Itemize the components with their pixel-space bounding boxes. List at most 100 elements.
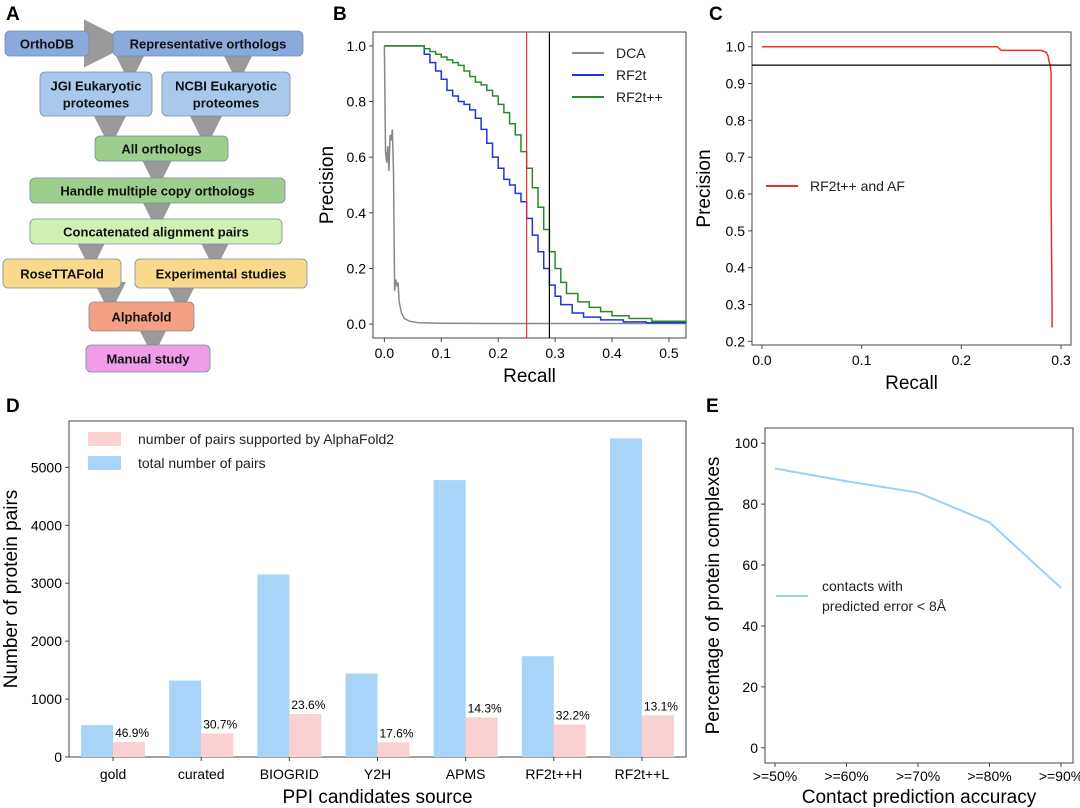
panel-label-b: B [333, 4, 347, 25]
y-tick-label: 2000 [31, 633, 62, 649]
y-tick-label: 0.4 [726, 260, 746, 276]
y-tick-label: 0.2 [347, 260, 367, 276]
x-tick-label: RF2t++H [525, 766, 582, 782]
x-axis-label: Recall [885, 373, 938, 394]
x-tick-label: Y2H [364, 766, 391, 782]
legend-swatch [88, 432, 121, 446]
y-tick-label: 100 [735, 435, 759, 451]
chart-e: 0 20 40 60 80 100 Contact prediction accuracy P… [703, 427, 1080, 808]
bar-data-label: 30.7% [203, 718, 237, 732]
bar-total-rf2t++h [521, 656, 554, 757]
y-tick-label: 0 [750, 740, 758, 756]
x-tick-label: 0.1 [432, 345, 452, 361]
y-tick-label: 60 [742, 557, 758, 573]
flow-node-box [4, 30, 90, 57]
y-tick-label: 5000 [31, 459, 62, 475]
bar-alphafold-rf2t++l [641, 715, 674, 757]
x-tick-label: >=50% [753, 768, 797, 784]
y-tick-label: 20 [742, 679, 758, 695]
y-tick-label: 1.0 [347, 38, 367, 54]
flow-node-label: NCBI Eukaryotic [175, 79, 277, 94]
y-tick-label: 4000 [31, 517, 62, 533]
series-line-dca [383, 45, 686, 325]
legend-label: total number of pairs [138, 455, 266, 471]
y-tick-label: 0.8 [347, 94, 367, 110]
x-tick-label: 0.3 [545, 345, 565, 361]
plot-frame [372, 31, 687, 339]
bar-total-curated [169, 680, 202, 757]
x-tick-label: 0.2 [488, 345, 508, 361]
y-tick-label: 40 [742, 618, 758, 634]
bar-total-rf2t++l [609, 438, 642, 757]
chart-c: 0.2 0.3 0.4 0.5 0.6 0.7 0.8 0.9 1.0 0.0 0.1 0.2 0.3 R… [694, 31, 1072, 394]
x-tick-label: >=60% [824, 768, 868, 784]
y-tick-label: 1.0 [726, 39, 746, 55]
y-tick-label: 0.5 [726, 223, 746, 239]
bar-alphafold-curated [201, 733, 234, 757]
x-axis-label: Contact prediction accuracy [802, 787, 1037, 808]
x-tick-label: >=80% [967, 768, 1011, 784]
flow-node-box [112, 30, 304, 57]
bar-data-label: 23.6% [291, 698, 325, 712]
bar-data-label: 14.3% [468, 701, 502, 715]
flow-node-label: proteomes [193, 96, 259, 111]
flow-node-box [94, 135, 229, 162]
x-tick-label: 0.5 [659, 345, 679, 361]
flow-node-label: Representative orthologs [130, 37, 287, 52]
bar-total-y2h [345, 673, 378, 757]
panel-label-e: E [706, 396, 719, 417]
plot-frame [751, 31, 1072, 346]
flow-node-box [85, 344, 211, 373]
y-axis-label: Percentage of protein complexes [703, 457, 724, 735]
y-tick-label: 0.2 [726, 333, 746, 349]
legend-label: RF2t [616, 67, 646, 83]
y-tick-label: 3000 [31, 575, 62, 591]
flow-node-label: Handle multiple copy orthologs [60, 184, 254, 199]
y-tick-label: 0.6 [347, 149, 367, 165]
x-tick-label: 0.4 [602, 345, 622, 361]
y-axis-label: Precision [317, 146, 338, 224]
x-tick-label: 0.0 [375, 345, 395, 361]
legend-label: number of pairs supported by AlphaFold2 [138, 431, 394, 447]
x-tick-label: 0.2 [952, 352, 972, 368]
bar-total-gold [81, 725, 114, 757]
flow-node-label: OrthoDB [20, 37, 74, 52]
x-tick-label: BIOGRID [260, 766, 319, 782]
flow-node-label: Experimental studies [156, 267, 287, 282]
x-tick-label: RF2t++L [615, 766, 670, 782]
bar-data-label: 46.9% [115, 726, 149, 740]
bar-data-label: 32.2% [556, 709, 590, 723]
y-tick-label: 0.6 [726, 186, 746, 202]
x-tick-label: 0.1 [852, 352, 872, 368]
y-tick-label: 80 [742, 496, 758, 512]
legend-label: RF2t++ and AF [810, 178, 905, 194]
bar-alphafold-gold [113, 742, 146, 757]
flow-node-label: JGI Eukaryotic [50, 79, 141, 94]
flow-node-label: proteomes [63, 96, 129, 111]
x-tick-label: gold [100, 766, 126, 782]
panel-label-a: A [6, 4, 20, 25]
bar-alphafold-rf2t++h [553, 724, 586, 757]
x-tick-label: >=70% [896, 768, 940, 784]
chart-b: 0.0 0.2 0.4 0.6 0.8 1.0 0.0 0.1 0.2 0.3 0.4 0.5 Reca… [317, 31, 687, 387]
series-line-rf2t [384, 45, 687, 324]
x-tick-label: >=90% [1039, 768, 1080, 784]
bar-alphafold-apms [465, 717, 498, 757]
flow-node-label: All orthologs [121, 142, 201, 157]
series-line-contacts [774, 467, 1062, 589]
x-axis-label: PPI candidates source [282, 787, 472, 808]
y-tick-label: 0.0 [347, 316, 367, 332]
series-line-rf2t++ [384, 45, 687, 323]
y-tick-label: 0 [54, 749, 62, 765]
legend-label: DCA [616, 45, 646, 61]
legend-label: predicted error < 8Å [822, 598, 947, 614]
y-tick-label: 0.9 [726, 76, 746, 92]
flow-node-label: Alphafold [112, 310, 172, 325]
x-tick-label: APMS [446, 766, 486, 782]
plot-frame [764, 427, 1074, 764]
flow-node-box [161, 71, 291, 117]
bar-data-label: 17.6% [380, 726, 414, 740]
legend-label: contacts with [822, 578, 903, 594]
flow-node-box [134, 258, 308, 289]
